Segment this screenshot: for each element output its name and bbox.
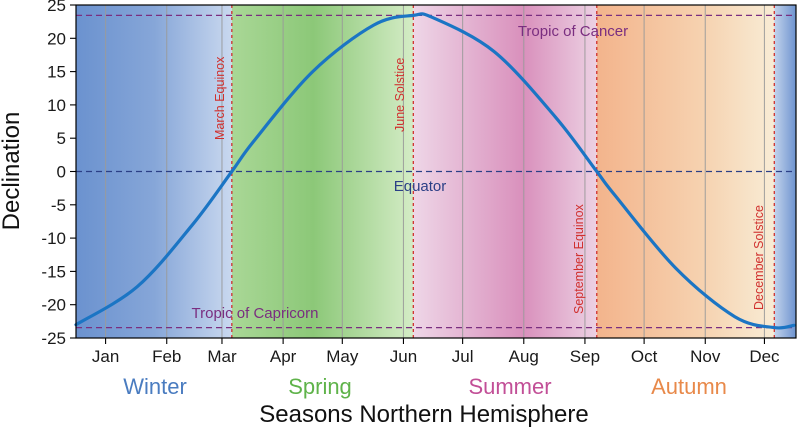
event-label: March Equinox [213,56,227,140]
x-tick-label: Nov [690,347,721,366]
y-axis-title: Declination [0,112,25,231]
reference-lines [76,14,796,329]
y-tick-label: -10 [41,229,66,248]
y-tick-label: 5 [57,129,66,148]
x-tick-label: Aug [509,347,539,366]
month-gridlines [105,5,765,338]
y-axis: 25 20 15 10 5 0 -5 -10 -15 -20 -25 [41,0,76,348]
season-bands [76,5,796,338]
x-tick-label: Feb [152,347,181,366]
season-band-winter-late [774,5,796,338]
season-label: Spring [288,374,352,399]
event-label: September Equinox [572,203,586,314]
x-axis-title: Seasons Northern Hemisphere [259,401,589,428]
y-tick-label: 10 [47,96,66,115]
x-tick-label: Oct [631,347,658,366]
declination-line [74,12,796,330]
x-tick-label: May [326,347,359,366]
x-tick-label: Jun [390,347,417,366]
y-tick-label: 15 [47,63,66,82]
reference-line-label: Tropic of Capricorn [192,305,319,322]
y-tick-label: -15 [41,262,66,281]
y-tick-label: -25 [41,329,66,348]
event-label: June Solstice [393,58,407,132]
y-tick-label: -20 [41,296,66,315]
reference-line-label: Equator [394,178,447,195]
y-tick-label: -5 [51,196,66,215]
season-label: Summer [468,374,551,399]
y-tick-label: 20 [47,29,66,48]
event-label: December Solstice [752,205,766,310]
season-label: Autumn [651,374,727,399]
x-tick-label: Jul [452,347,474,366]
declination-curve [74,12,796,330]
x-tick-label: Mar [207,347,237,366]
event-lines [231,5,775,338]
season-labels: Winter Spring Summer Autumn [123,374,727,399]
y-tick-label: 25 [47,0,66,15]
x-tick-label: Jan [92,347,119,366]
x-tick-label: Apr [270,347,297,366]
x-tick-label: Sep [570,347,600,366]
x-tick-label: Dec [749,347,780,366]
x-axis: Jan Feb Mar Apr May Jun Jul Aug Sep Oct Nov Dec [92,338,780,366]
season-label: Winter [123,374,187,399]
reference-line-label: Tropic of Cancer [518,23,628,40]
annotations: Tropic of Cancer Equator Tropic of Caprico… [192,23,767,322]
y-tick-label: 0 [57,163,66,182]
